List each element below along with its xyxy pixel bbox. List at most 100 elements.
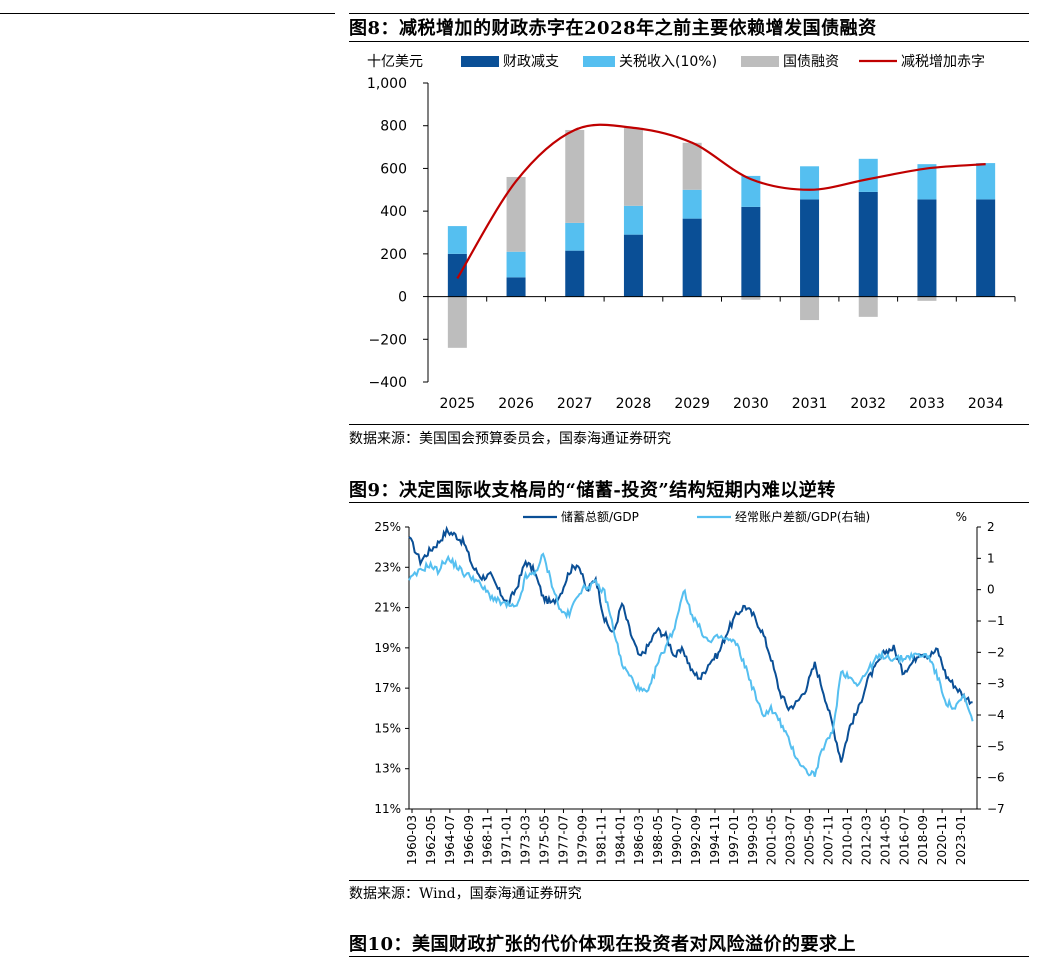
- bar-财政减支: [858, 191, 878, 297]
- bar-财政减支: [917, 199, 937, 297]
- x-tick-label: 1981-11: [594, 815, 608, 865]
- right-y-tick-label: 1: [987, 551, 995, 565]
- x-tick-label: 2032: [850, 396, 886, 412]
- bar-国债融资: [506, 176, 526, 252]
- y-tick-label: 600: [380, 161, 407, 177]
- x-tick-label: 1988-05: [651, 815, 665, 865]
- x-tick-label: 2029: [674, 396, 710, 412]
- left-y-tick-label: 13%: [374, 762, 401, 776]
- y-tick-label: −400: [369, 375, 407, 391]
- bar-财政减支: [623, 234, 643, 297]
- right-y-tick-label: −3: [987, 677, 1005, 691]
- y-tick-label: 800: [380, 119, 407, 135]
- figure-8-title: 图8：减税增加的财政赤字在2028年之前主要依赖增发国债融资: [349, 18, 877, 39]
- x-tick-label: 2018-09: [916, 815, 930, 865]
- x-tick-label: 1986-03: [632, 815, 646, 865]
- bar-国债融资: [917, 296, 937, 301]
- legend-label: 减税增加赤字: [901, 54, 985, 70]
- x-tick-label: 1971-01: [500, 815, 514, 865]
- x-tick-label: 2012-03: [859, 815, 873, 865]
- figure-9-title: 图9：决定国际收支格局的“储蓄-投资”结构短期内难以逆转: [349, 480, 836, 501]
- left-y-tick-label: 11%: [374, 802, 401, 816]
- x-tick-label: 2001-05: [765, 815, 779, 865]
- x-tick-label: 1973-03: [519, 815, 533, 865]
- right-y-tick-label: −6: [987, 771, 1005, 785]
- bar-财政减支: [447, 253, 467, 297]
- x-tick-label: 1977-07: [556, 815, 570, 865]
- right-y-tick-label: −2: [987, 645, 1005, 659]
- bar-财政减支: [506, 277, 526, 297]
- right-y-tick-label: −5: [987, 739, 1005, 753]
- bar-关税收入(10%): [800, 166, 820, 200]
- x-tick-label: 2003-07: [784, 815, 798, 865]
- bar-关税收入(10%): [506, 251, 526, 278]
- bar-国债融资: [623, 127, 643, 206]
- bar-财政减支: [741, 206, 761, 297]
- x-tick-label: 2033: [909, 396, 945, 412]
- x-tick-label: 2030: [733, 396, 769, 412]
- x-tick-label: 1979-09: [575, 815, 589, 865]
- bar-财政减支: [800, 199, 820, 297]
- left-y-tick-label: 21%: [374, 601, 401, 615]
- x-tick-label: 2020-11: [935, 815, 949, 865]
- right-y-tick-label: 0: [987, 583, 995, 597]
- y-tick-label: 0: [398, 290, 407, 306]
- x-tick-label: 1966-09: [462, 815, 476, 865]
- y-tick-label: −200: [369, 332, 407, 348]
- y-tick-label: 400: [380, 204, 407, 220]
- left-y-tick-label: 17%: [374, 681, 401, 695]
- bar-关税收入(10%): [623, 205, 643, 235]
- bar-关税收入(10%): [917, 164, 937, 200]
- x-tick-label: 2010-01: [840, 815, 854, 865]
- bar-关税收入(10%): [565, 222, 585, 251]
- bar-财政减支: [565, 250, 585, 297]
- bar-关税收入(10%): [447, 226, 467, 254]
- y-tick-label: 200: [380, 247, 407, 263]
- bar-国债融资: [682, 142, 702, 190]
- right-y-tick-label: −4: [987, 708, 1005, 722]
- x-tick-label: 1992-09: [689, 815, 703, 865]
- figure-8-bottom-rule: [349, 424, 1029, 425]
- unit-label: 十亿美元: [367, 54, 423, 70]
- figure-9-title-rule: [349, 502, 1029, 503]
- legend-label: 关税收入(10%): [619, 54, 717, 70]
- bar-国债融资: [800, 296, 820, 321]
- figure-8-top-rule: [349, 13, 1029, 14]
- figure-9-bottom-rule: [349, 880, 1029, 881]
- figure-9-source: 数据来源：Wind，国泰海通证券研究: [349, 886, 582, 902]
- series-经常账户差额/GDP(右轴): [408, 552, 974, 777]
- fiscal-deficit-financing-chart: −400 −200 0 200 400 600 800 1,000 2025 2026 2027 20…: [367, 54, 1016, 412]
- left-y-tick-label: 25%: [374, 520, 401, 534]
- x-tick-label: 2025: [440, 396, 476, 412]
- x-tick-label: 2028: [616, 396, 652, 412]
- x-tick-label: 1997-01: [727, 815, 741, 865]
- figure-10-title-rule: [349, 956, 1029, 957]
- top-separator-line: [0, 13, 335, 14]
- x-tick-label: 2026: [498, 396, 534, 412]
- x-tick-label: 1975-05: [538, 815, 552, 865]
- legend-swatch: [461, 56, 499, 67]
- x-tick-label: 1994-11: [708, 815, 722, 865]
- right-y-tick-label: −7: [987, 802, 1005, 816]
- left-y-tick-label: 19%: [374, 641, 401, 655]
- x-tick-label: 1990-07: [670, 815, 684, 865]
- x-tick-label: 2031: [792, 396, 828, 412]
- bar-国债融资: [565, 129, 585, 223]
- bar-国债融资: [447, 296, 467, 348]
- right-y-tick-label: −1: [987, 614, 1005, 628]
- x-tick-label: 2023-01: [954, 815, 968, 865]
- x-tick-label: 2005-09: [803, 815, 817, 865]
- x-tick-label: 1960-03: [405, 815, 419, 865]
- legend-swatch: [583, 56, 615, 67]
- bar-国债融资: [741, 296, 761, 300]
- x-tick-label: 2016-07: [897, 815, 911, 865]
- x-tick-label: 2034: [968, 396, 1004, 412]
- bar-财政减支: [976, 199, 996, 297]
- right-y-tick-label: 2: [987, 520, 995, 534]
- legend-label: 经常账户差额/GDP(右轴): [735, 509, 870, 524]
- legend-swatch: [741, 56, 779, 67]
- bar-关税收入(10%): [858, 158, 878, 192]
- x-tick-label: 1962-05: [424, 815, 438, 865]
- legend-label: 储蓄总额/GDP: [561, 509, 639, 524]
- bar-财政减支: [682, 218, 702, 297]
